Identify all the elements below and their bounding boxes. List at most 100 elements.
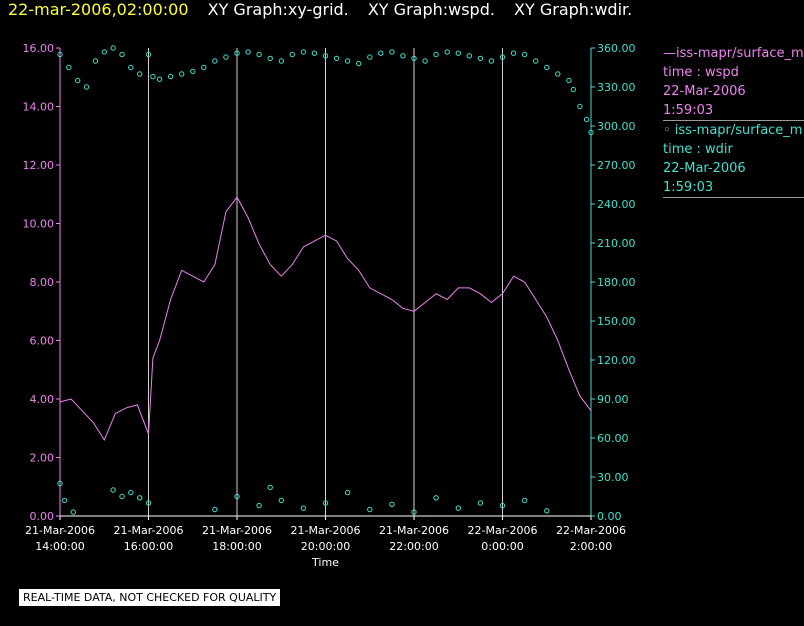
data-point-wdir xyxy=(344,58,351,64)
x-tick-date: 21-Mar-2006 xyxy=(202,524,272,537)
data-point-wdir xyxy=(145,51,152,58)
x-tick-date: 21-Mar-2006 xyxy=(291,524,361,537)
data-point-wdir xyxy=(212,506,218,513)
y-left-tick-label: 2.00 xyxy=(30,452,55,465)
data-point-wdir xyxy=(145,500,152,506)
data-point-wdir xyxy=(566,77,572,84)
data-point-wdir xyxy=(256,51,262,58)
title-bar: 22-mar-2006,02:00:00 XY Graph:xy-grid. X… xyxy=(8,0,646,19)
data-point-wdir xyxy=(521,51,528,58)
data-point-wdir xyxy=(333,55,340,62)
graph-label-xy-grid: XY Graph:xy-grid. xyxy=(207,0,349,19)
data-point-wdir xyxy=(367,54,373,60)
data-point-wdir xyxy=(477,55,484,62)
data-point-wdir xyxy=(356,60,362,67)
data-point-wdir xyxy=(422,58,428,64)
legend-wspd-time: 1:59:03 xyxy=(663,103,714,118)
legend-wdir-time: 1:59:03 xyxy=(663,180,714,195)
x-tick-date: 22-Mar-2006 xyxy=(556,524,626,537)
data-point-wdir xyxy=(223,54,229,60)
data-point-wdir xyxy=(289,51,295,58)
data-point-wdir xyxy=(267,55,273,62)
data-point-wdir xyxy=(367,506,373,513)
data-point-wdir xyxy=(499,54,506,60)
data-point-wdir xyxy=(70,509,77,515)
data-point-wdir xyxy=(156,76,163,82)
x-tick-date: 22-Mar-2006 xyxy=(468,524,538,537)
data-point-wdir xyxy=(583,116,590,123)
data-point-wdir xyxy=(378,50,384,56)
legend: —iss-mapr/surface_m time : wspd 22-Mar-2… xyxy=(663,44,804,198)
data-point-wdir xyxy=(389,49,395,55)
y-right-tick-label: 300.00 xyxy=(597,120,636,133)
y-right-tick-label: 240.00 xyxy=(597,198,636,211)
x-tick-date: 21-Mar-2006 xyxy=(25,524,95,537)
y-left-tick-label: 10.00 xyxy=(23,218,55,231)
data-point-wdir xyxy=(521,497,528,504)
data-point-wdir xyxy=(267,484,273,491)
data-point-wdir xyxy=(477,500,484,506)
graph-label-wdir: XY Graph:wdir. xyxy=(514,0,633,19)
data-point-wdir xyxy=(577,103,583,110)
quality-notice: REAL-TIME DATA, NOT CHECKED FOR QUALITY xyxy=(19,589,281,606)
data-point-wdir xyxy=(201,64,207,71)
y-left-tick-label: 8.00 xyxy=(30,276,55,289)
data-point-wdir xyxy=(555,71,561,77)
data-point-wdir xyxy=(588,129,594,136)
data-point-wdir xyxy=(322,500,329,506)
y-left-tick-label: 6.00 xyxy=(30,335,55,348)
data-point-wdir xyxy=(57,480,63,487)
series-line-wspd xyxy=(59,196,592,441)
data-point-wdir xyxy=(61,497,68,504)
data-point-wdir xyxy=(400,53,406,59)
y-right-tick-label: 180.00 xyxy=(597,276,636,289)
data-point-wdir xyxy=(101,49,108,55)
y-left-tick-label: 16.00 xyxy=(23,42,55,55)
data-point-wdir xyxy=(179,71,185,77)
x-tick-time: 16:00:00 xyxy=(124,540,173,553)
data-point-wdir xyxy=(150,73,156,80)
data-point-wdir xyxy=(433,51,439,58)
data-point-wdir xyxy=(119,51,125,58)
data-point-wdir xyxy=(278,497,284,504)
legend-wspd-date: 22-Mar-2006 xyxy=(663,84,746,99)
x-tick-time: 0:00:00 xyxy=(481,540,523,553)
x-tick-time: 2:00:00 xyxy=(570,540,612,553)
y-left-tick-label: 12.00 xyxy=(23,159,55,172)
legend-divider-bottom xyxy=(663,197,804,198)
x-tick-date: 21-Mar-2006 xyxy=(379,524,449,537)
y-right-tick-label: 150.00 xyxy=(597,315,636,328)
data-point-wdir xyxy=(137,71,143,77)
x-tick-time: 22:00:00 xyxy=(389,540,438,553)
data-point-wdir xyxy=(92,58,99,64)
data-point-wdir xyxy=(256,502,262,509)
legend-divider xyxy=(663,120,804,121)
data-point-wdir xyxy=(488,58,495,64)
data-point-wdir xyxy=(190,68,196,75)
data-point-wdir xyxy=(128,64,134,71)
y-left-tick-label: 0.00 xyxy=(30,510,55,523)
data-point-wdir xyxy=(110,487,116,493)
x-tick-time: 20:00:00 xyxy=(301,540,350,553)
data-point-wdir xyxy=(544,64,550,71)
data-point-wdir xyxy=(66,64,72,71)
data-point-wdir xyxy=(455,50,461,56)
data-point-wdir xyxy=(234,50,240,56)
data-point-wdir xyxy=(322,53,329,59)
data-point-wdir xyxy=(167,73,174,80)
data-point-wdir xyxy=(212,58,218,64)
graph-label-wspd: XY Graph:wspd. xyxy=(367,0,495,19)
data-point-wdir xyxy=(433,495,439,501)
data-point-wdir xyxy=(83,84,90,90)
data-point-wdir xyxy=(300,49,307,55)
x-tick-time: 18:00:00 xyxy=(212,540,261,553)
data-point-wdir xyxy=(57,51,63,58)
data-point-wdir xyxy=(344,489,351,496)
data-point-wdir xyxy=(570,86,576,93)
legend-wspd-series: —iss-mapr/surface_m xyxy=(663,46,804,61)
data-point-wdir xyxy=(311,50,318,56)
legend-wspd-field: time : wspd xyxy=(663,65,739,80)
y-right-tick-label: 30.00 xyxy=(597,471,629,484)
y-right-tick-label: 90.00 xyxy=(597,393,629,406)
